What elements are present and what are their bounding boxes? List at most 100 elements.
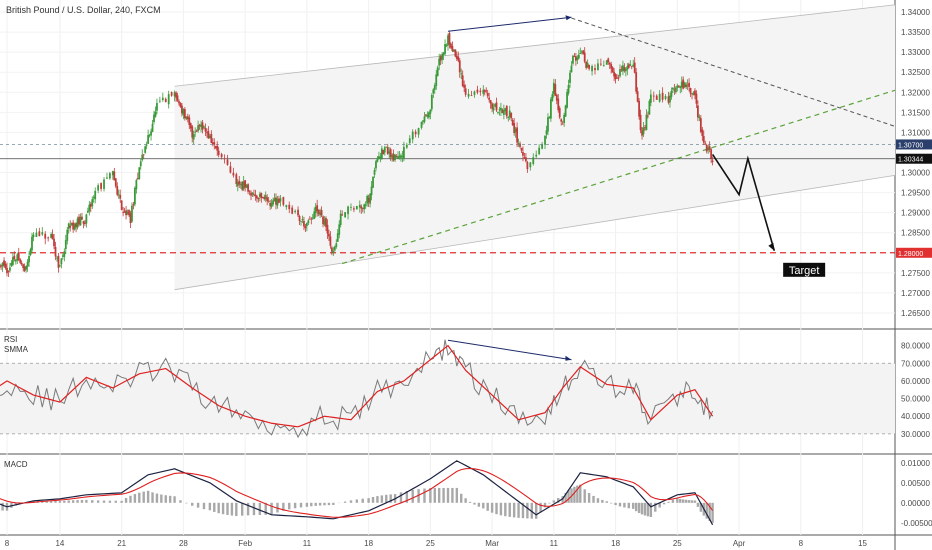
- candle-body: [217, 150, 220, 155]
- macd-histogram-bar: [517, 502, 520, 518]
- candle-body: [353, 208, 355, 210]
- macd-histogram-bar: [696, 502, 700, 507]
- macd-histogram-bar: [270, 502, 273, 515]
- candle-body: [619, 69, 621, 77]
- candle-body: [41, 232, 44, 235]
- candle-body: [339, 213, 342, 225]
- candle-body: [213, 142, 216, 145]
- candle-body: [206, 132, 208, 134]
- macd-histogram-bar: [151, 492, 154, 503]
- candle-body: [53, 238, 55, 247]
- candle-body: [19, 259, 22, 263]
- macd-histogram-bar: [129, 495, 132, 503]
- candle-body: [94, 190, 97, 200]
- candle-body: [645, 114, 648, 130]
- candle-body: [439, 56, 442, 61]
- candle-body: [545, 130, 548, 135]
- macd-histogram-bar: [543, 502, 547, 508]
- candle-body: [335, 243, 338, 247]
- candle-body: [178, 101, 180, 104]
- candle-body: [316, 205, 319, 212]
- candle-body: [673, 89, 676, 91]
- candle-body: [557, 98, 560, 111]
- candle-body: [485, 90, 488, 92]
- candle-body: [355, 206, 358, 210]
- price-divergence-arrowhead: [565, 15, 572, 21]
- candle-body: [188, 117, 191, 126]
- candle-body: [677, 85, 680, 87]
- candle-body: [685, 84, 688, 87]
- candle-body: [100, 183, 102, 189]
- macd-histogram-bar: [114, 500, 117, 503]
- candle-body: [458, 60, 461, 73]
- candle-body: [505, 105, 508, 117]
- candle-body: [9, 267, 11, 271]
- candle-body: [564, 105, 567, 117]
- candle-body: [256, 196, 258, 199]
- macd-histogram-bar: [71, 500, 75, 503]
- macd-histogram-bar: [504, 502, 507, 517]
- candle-body: [570, 65, 573, 73]
- candle-body: [688, 82, 690, 88]
- macd-histogram-bar: [423, 488, 426, 503]
- candle-body: [635, 72, 638, 92]
- candle-body: [401, 155, 404, 157]
- macd-histogram-bar: [679, 498, 682, 503]
- macd-histogram-bar: [640, 502, 644, 515]
- candle-body: [181, 105, 183, 114]
- macd-histogram-bar: [80, 499, 84, 503]
- macd-histogram-bar: [213, 502, 216, 512]
- macd-pane: [0, 460, 714, 526]
- macd-histogram-bar: [468, 501, 472, 503]
- candle-body: [208, 136, 211, 139]
- candle-body: [513, 123, 516, 133]
- macd-histogram-bar: [579, 484, 582, 503]
- x-tick-label: 8: [5, 539, 10, 548]
- candle-body: [189, 123, 192, 129]
- macd-histogram-bar: [437, 487, 441, 503]
- rsi-tick-label: 80.0000: [901, 342, 930, 351]
- candle-body: [332, 251, 335, 254]
- candle-body: [430, 94, 433, 110]
- candle-body: [423, 116, 426, 122]
- candle-body: [194, 131, 197, 133]
- candle-body: [211, 142, 214, 145]
- candle-body: [476, 89, 479, 93]
- smma-line: [0, 344, 714, 428]
- macd-histogram-bar: [567, 490, 570, 503]
- macd-histogram-bar: [230, 502, 234, 516]
- candle-body: [161, 97, 164, 100]
- candle-body: [253, 194, 255, 196]
- candle-body: [103, 179, 105, 189]
- candle-body: [282, 197, 285, 205]
- price-divergence-arrow: [447, 16, 572, 32]
- candle-body: [613, 71, 616, 77]
- candle-body: [395, 155, 398, 157]
- candle-body: [291, 207, 294, 214]
- macd-histogram-bar: [490, 502, 494, 513]
- candle-body: [117, 194, 120, 196]
- candle-body: [707, 147, 710, 151]
- rising-trendline: [341, 89, 896, 265]
- tag-current: 1.30344: [898, 157, 923, 164]
- candle-body: [444, 44, 446, 54]
- candle-body: [555, 94, 558, 101]
- macd-histogram-bar: [138, 492, 141, 503]
- x-tick-label: 11: [550, 539, 559, 548]
- candle-body: [624, 69, 627, 72]
- macd-histogram-bar: [361, 498, 364, 503]
- candle-body: [661, 92, 664, 100]
- candle-body: [119, 194, 122, 199]
- candle-body: [436, 67, 439, 76]
- candle-body: [319, 212, 322, 216]
- candle-body: [250, 192, 252, 196]
- price-channel-fill: [174, 4, 895, 290]
- candle-body: [403, 146, 405, 159]
- candle-body: [320, 210, 323, 216]
- candle-body: [547, 117, 549, 132]
- candle-body: [1, 262, 4, 267]
- candle-body: [264, 195, 267, 200]
- candle-body: [375, 161, 377, 169]
- macd-histogram-bar: [411, 489, 414, 503]
